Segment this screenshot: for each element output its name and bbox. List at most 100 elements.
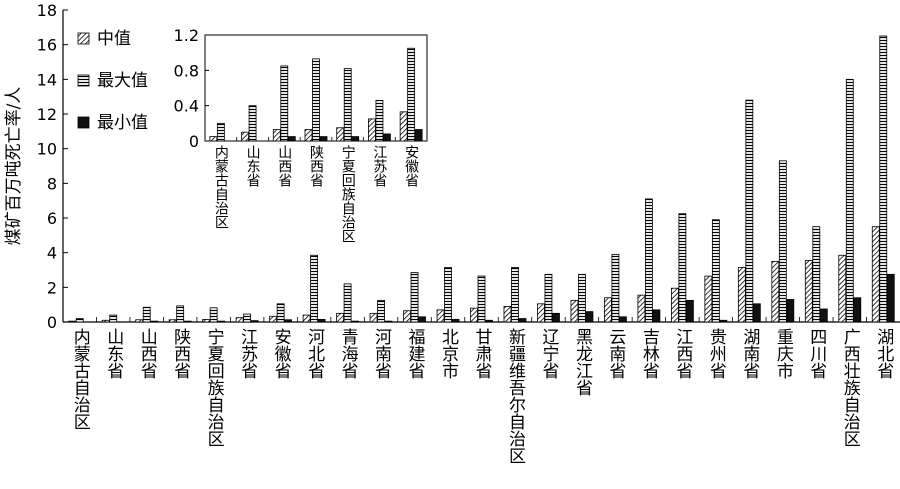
main-category-label: 四川省 xyxy=(806,328,827,379)
main-y-tick-label: 2 xyxy=(47,278,57,297)
inset-y-tick-label: 1.2 xyxy=(174,26,199,45)
inset-category-label: 江苏省 xyxy=(371,145,387,187)
main-bar-max xyxy=(845,78,854,323)
main-bar-median xyxy=(168,319,177,323)
main-bar-max xyxy=(276,303,285,323)
main-category-label: 湖南省 xyxy=(739,328,760,379)
main-bar-max xyxy=(176,305,185,323)
main-bar-min xyxy=(518,318,527,323)
main-bar-min xyxy=(317,318,326,323)
main-bar-max xyxy=(645,198,653,323)
main-category-label: 重庆市 xyxy=(773,328,794,379)
legend-label: 最大值 xyxy=(97,71,148,91)
main-bar-median xyxy=(670,287,679,323)
main-category-label: 福建省 xyxy=(405,328,426,379)
inset-category-label: 陕西省 xyxy=(308,145,324,187)
main-category-label: 吉林省 xyxy=(639,328,660,379)
inset-plot: 0 0.4 0.8 1.2 内蒙古自治区 山东省 山西省 陕西省 宁夏回族自治区 江苏省 安徽省 xyxy=(174,26,428,243)
main-y-tick-label: 16 xyxy=(37,36,57,55)
inset-bar-min xyxy=(351,136,360,142)
main-category-label: 甘肃省 xyxy=(472,328,493,379)
main-bar-min xyxy=(685,299,694,323)
main-bar-min xyxy=(552,312,560,323)
main-bar-median xyxy=(871,226,880,323)
main-bar-max xyxy=(243,313,252,323)
main-bar-min xyxy=(250,320,259,323)
inset-y-tick-label: 0.4 xyxy=(174,97,199,116)
main-bar-max xyxy=(611,253,620,323)
legend-label: 中值 xyxy=(97,29,131,49)
y-axis-label: 煤矿百万吨死亡率/人 xyxy=(4,87,24,246)
main-bar-median xyxy=(838,254,847,323)
main-bar-median xyxy=(135,319,144,323)
main-category-label: 河北省 xyxy=(304,328,325,379)
main-bar-max xyxy=(879,35,888,323)
main-bar-min xyxy=(819,308,828,323)
inset-y-tick-label: 0.8 xyxy=(174,61,199,80)
main-bar-median xyxy=(403,310,411,323)
main-y-tick-label: 12 xyxy=(37,105,57,124)
main-category-label: 广西壮族自治区 xyxy=(840,328,861,447)
main-bar-max xyxy=(343,283,352,323)
main-category-label: 贵州省 xyxy=(706,328,727,379)
main-bar-min xyxy=(886,273,895,323)
main-category-label: 宁夏回族自治区 xyxy=(204,328,225,447)
main-bar-median xyxy=(704,275,713,323)
main-category-label: 陕西省 xyxy=(170,328,191,379)
main-y-tick-label: 6 xyxy=(47,209,57,228)
main-y-tick-label: 8 xyxy=(47,174,57,193)
main-y-tick-label: 0 xyxy=(47,313,57,332)
main-category-label: 湖北省 xyxy=(873,328,894,379)
inset-bar-max xyxy=(216,122,225,142)
main-bar-max xyxy=(377,299,385,323)
inset-bar-median xyxy=(399,111,408,142)
inset-bar-min xyxy=(414,129,423,142)
inset-bar-min xyxy=(319,136,328,142)
main-category-label: 江西省 xyxy=(672,328,693,379)
main-bar-max xyxy=(75,318,84,323)
main-bar-min xyxy=(217,320,226,323)
main-category-label: 江苏省 xyxy=(237,328,258,379)
main-bar-max xyxy=(711,219,720,323)
main-bar-min xyxy=(183,320,192,323)
main-bar-min xyxy=(652,309,661,323)
main-bar-max xyxy=(142,306,151,323)
main-bar-min xyxy=(418,316,426,323)
inset-bar-min xyxy=(383,133,391,142)
main-y-tick-label: 14 xyxy=(37,70,57,89)
main-bar-median xyxy=(771,260,780,323)
main-bar-median xyxy=(369,312,378,323)
inset-bar-median xyxy=(304,129,313,142)
main-category-label: 青海省 xyxy=(338,328,359,379)
main-bar-max xyxy=(109,314,118,323)
main-bar-median xyxy=(235,317,244,323)
main-y-tick-label: 4 xyxy=(47,244,57,263)
main-category-label: 河南省 xyxy=(371,328,392,379)
main-bar-max xyxy=(778,160,787,323)
main-category-label: 黑龙江省 xyxy=(572,328,593,396)
main-bar-min xyxy=(853,297,862,323)
main-bar-median xyxy=(336,312,344,323)
main-bar-min xyxy=(150,320,159,323)
inset-bar-min xyxy=(287,136,296,142)
inset-bar-max xyxy=(312,58,320,142)
main-bar-max xyxy=(812,226,821,323)
main-bar-median xyxy=(804,260,813,323)
main-bar-median xyxy=(604,297,612,323)
main-y-tick-label: 10 xyxy=(37,140,57,159)
main-bar-median xyxy=(101,319,110,323)
main-bar-min xyxy=(284,319,293,323)
main-bar-median xyxy=(503,305,512,323)
inset-category-label: 山西省 xyxy=(276,145,292,187)
main-bar-min xyxy=(752,303,761,323)
main-bar-median xyxy=(68,320,77,323)
main-category-label: 新疆维吾尔自治区 xyxy=(505,328,526,464)
main-bar-median xyxy=(537,303,545,323)
main-y-tick-label: 18 xyxy=(37,1,57,20)
main-bar-max xyxy=(511,266,519,323)
main-bar-median xyxy=(737,266,746,323)
inset-bar-median xyxy=(368,118,376,142)
